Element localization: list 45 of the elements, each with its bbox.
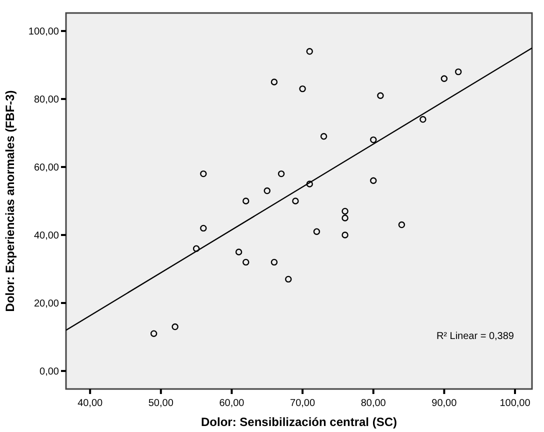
point — [285, 276, 292, 283]
y-tick-label: 20,00 — [34, 298, 60, 310]
point — [370, 136, 377, 144]
point — [242, 198, 250, 204]
y-tick-label: 80,00 — [34, 94, 60, 106]
x-tick-label: 50,00 — [148, 398, 174, 409]
point — [306, 48, 313, 55]
point — [306, 180, 313, 188]
point — [192, 245, 200, 252]
point — [270, 258, 278, 266]
point — [200, 224, 207, 232]
point — [342, 214, 348, 222]
x-tick-label: 40,00 — [78, 398, 104, 409]
point — [242, 258, 250, 266]
x-tick-label: 100,00 — [500, 398, 531, 409]
y-axis-title: Dolor: Experiencias anormales (FBF-3) — [3, 90, 17, 312]
y-tick-label: 40,00 — [34, 230, 60, 242]
point — [320, 133, 328, 140]
x-tick-label: 90,00 — [432, 398, 458, 409]
point — [377, 92, 384, 99]
y-tick-label: 60,00 — [34, 162, 60, 174]
x-tick-label: 80,00 — [360, 398, 386, 409]
annotation: R² Linear = 0,389 — [436, 331, 514, 342]
point — [235, 248, 242, 256]
point — [292, 198, 299, 204]
point — [299, 85, 306, 92]
y-tick-label: 100,00 — [28, 26, 60, 38]
x-axis-title: Dolor: Sensibilización central (SC) — [200, 415, 398, 429]
point — [398, 221, 406, 228]
point — [264, 187, 270, 194]
point — [150, 330, 158, 337]
x-tick-label: 70,00 — [290, 398, 316, 409]
point — [342, 232, 348, 238]
point — [454, 68, 462, 76]
point — [172, 323, 178, 330]
point — [270, 78, 278, 86]
y-tick-label: 0,00 — [40, 366, 60, 378]
point — [278, 170, 285, 178]
point — [200, 170, 207, 178]
point — [342, 208, 348, 215]
point — [313, 228, 320, 235]
x-tick-label: 60,00 — [219, 398, 245, 409]
point — [370, 177, 377, 184]
point — [420, 116, 426, 123]
point — [440, 75, 448, 82]
